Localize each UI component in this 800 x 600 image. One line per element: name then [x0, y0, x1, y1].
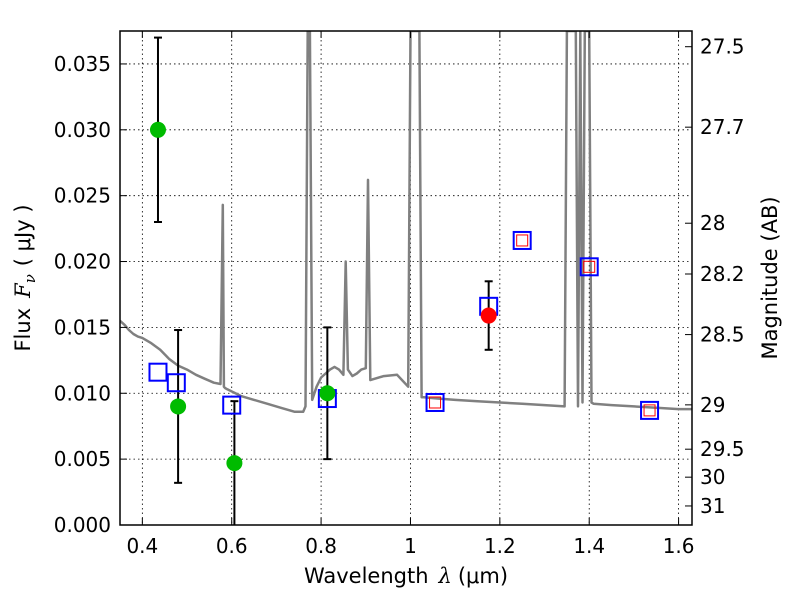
model-spectrum-layer	[120, 31, 692, 413]
y-tick-label: 0.025	[54, 184, 111, 208]
observed-point-optical	[226, 455, 243, 472]
y2-tick-label: 28.2	[700, 262, 745, 286]
model-spectrum-line	[120, 31, 692, 413]
model-photometry-square	[425, 392, 445, 412]
model-photometry-inner-square	[583, 260, 596, 273]
y-axis-label: FluxFν( μJy )	[11, 204, 39, 351]
y2-tick-label: 27.5	[700, 35, 745, 59]
data-markers	[148, 121, 660, 472]
grid-lines	[120, 31, 692, 526]
y-tick-label: 0.010	[54, 381, 111, 405]
x-tick-label: 1.4	[573, 534, 605, 558]
x-tick-label: 0.6	[216, 534, 248, 558]
model-photometry-inner-square	[429, 396, 442, 409]
x-tick-label: 0.4	[126, 534, 158, 558]
y2-tick-label: 29	[700, 393, 725, 417]
y-tick-label: 0.000	[54, 513, 111, 537]
y-tick-label: 0.015	[54, 315, 111, 339]
y-tick-label: 0.005	[54, 447, 111, 471]
y-tick-label: 0.035	[54, 52, 111, 76]
x-tick-label: 1	[404, 534, 417, 558]
x-tick-label: 0.8	[305, 534, 337, 558]
model-photometry-square	[222, 395, 242, 415]
model-photometry-square	[579, 257, 599, 277]
model-photometry-square	[148, 362, 168, 382]
y2-axis-label: Magnitude (AB)	[758, 196, 782, 359]
y-tick-label: 0.020	[54, 250, 111, 274]
error-bars	[153, 36, 493, 525]
observed-point-nir	[480, 307, 497, 324]
y2-tick-label: 29.5	[700, 437, 745, 461]
y2-tick-label: 30	[700, 465, 725, 489]
model-photometry-square	[512, 230, 532, 250]
observed-point-optical	[319, 385, 336, 402]
model-photometry-inner-square	[516, 234, 529, 247]
model-photometry-square	[640, 400, 660, 420]
model-photometry-square	[166, 373, 186, 393]
y2-tick-label: 27.7	[700, 115, 745, 139]
x-tick-label: 1.2	[484, 534, 516, 558]
y-tick-label: 0.030	[54, 118, 111, 142]
y2-tick-label: 31	[700, 494, 725, 518]
observed-point-optical	[170, 398, 187, 415]
observed-point-optical	[149, 121, 166, 138]
x-axis-label: Wavelength λ (μm)	[304, 564, 508, 588]
plot-frame	[119, 30, 693, 526]
axis-ticks: 0.4 0.6 0.8 1 1.2 1.4 1.6 0.000 0.005 0.010 0.015 0…	[54, 31, 745, 558]
model-photometry-inner-square	[643, 404, 656, 417]
x-tick-label: 1.6	[663, 534, 695, 558]
y2-tick-label: 28.5	[700, 323, 745, 347]
y2-tick-label: 28	[700, 211, 725, 235]
